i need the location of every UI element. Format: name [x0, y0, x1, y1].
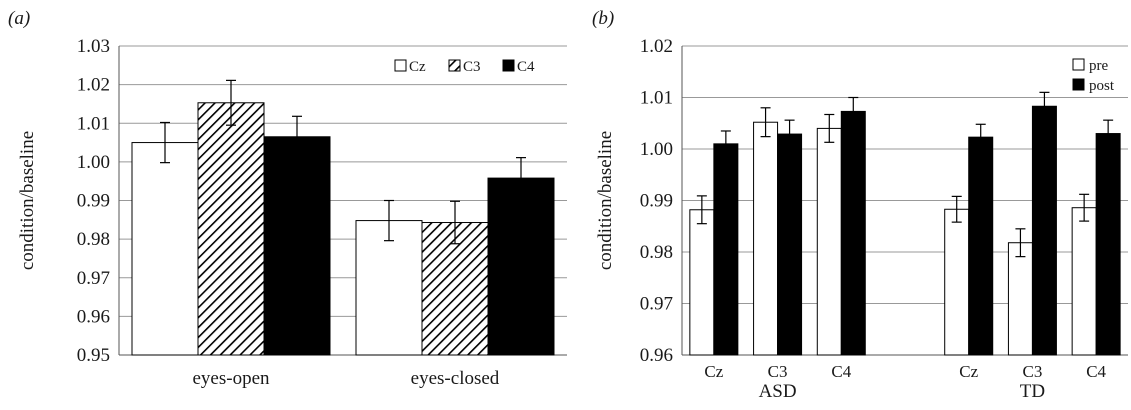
x-category-label: C4 [1086, 362, 1106, 381]
y-tick-label: 0.99 [77, 191, 110, 212]
y-tick-label: 1.02 [77, 75, 110, 96]
bar-c3 [197, 102, 265, 356]
bar-c3 [421, 222, 489, 356]
y-tick-label: 0.96 [77, 306, 110, 327]
legend-label-pre: pre [1089, 58, 1108, 74]
bar-c4 [487, 177, 555, 356]
y-tick-label: 0.98 [640, 242, 673, 263]
y-axis-label: condition/baseline [17, 131, 38, 270]
y-tick-label: 0.98 [77, 229, 110, 250]
x-group-label: ASD [759, 381, 797, 402]
legend: pre post [1072, 58, 1115, 94]
legend-label-cz: Cz [409, 59, 426, 75]
y-tick-label: 0.97 [77, 268, 110, 289]
x-group-label: TD [1020, 381, 1045, 402]
panel-label: (b) [592, 8, 614, 29]
legend-swatch-cz [394, 59, 407, 72]
y-tick-label: 0.95 [77, 345, 110, 366]
x-category-label: eyes-open [192, 368, 270, 389]
legend-swatch-c4 [502, 59, 515, 72]
y-tick-label: 0.99 [640, 191, 673, 212]
legend-label-c4: C4 [517, 59, 535, 75]
legend-swatch-pre [1072, 58, 1085, 71]
bar-pre [689, 209, 715, 356]
x-category-label: C4 [831, 362, 851, 381]
legend-label-c3: C3 [463, 59, 481, 75]
bar-pre [816, 127, 842, 356]
x-category-label: Cz [959, 362, 978, 381]
bar-c4 [263, 136, 331, 356]
bar-post [713, 143, 739, 356]
x-category-label: Cz [704, 362, 723, 381]
chart-panel-a: (a) 0.95 0.96 0.97 0.98 0.99 1.00 1.01 1.02 1.03 c… [8, 8, 567, 389]
legend-label-post: post [1089, 78, 1115, 94]
y-axis-label: condition/baseline [595, 131, 616, 270]
y-tick-label: 1.03 [77, 36, 110, 57]
bar-post [1031, 105, 1057, 356]
bar-pre [753, 121, 779, 356]
y-tick-label: 1.02 [640, 36, 673, 57]
panel-label: (a) [8, 8, 30, 29]
y-tick-label: 1.00 [640, 139, 673, 160]
y-tick-label: 1.01 [77, 113, 110, 134]
bar-pre [944, 208, 970, 356]
y-tick-label: 0.97 [640, 294, 673, 315]
legend-swatch-post [1072, 78, 1085, 91]
bar-pre [1007, 242, 1033, 356]
bar-post [968, 136, 994, 356]
bar-post [1095, 133, 1121, 356]
x-category-label: C3 [1023, 362, 1043, 381]
y-tick-label: 0.96 [640, 345, 673, 366]
y-tick-label: 1.01 [640, 88, 673, 109]
chart-panel-b: (b) 0.96 0.97 0.98 0.99 1.00 1.01 1.02 condition… [592, 8, 1128, 402]
bar-cz [131, 142, 199, 356]
bar-pre [1071, 207, 1097, 356]
x-category-label: eyes-closed [411, 368, 500, 389]
bar-post [777, 133, 803, 356]
bar-post [840, 110, 866, 356]
x-category-label: C3 [768, 362, 788, 381]
legend-swatch-c3 [448, 59, 461, 72]
y-tick-label: 1.00 [77, 152, 110, 173]
legend: Cz C3 C4 [394, 59, 535, 75]
